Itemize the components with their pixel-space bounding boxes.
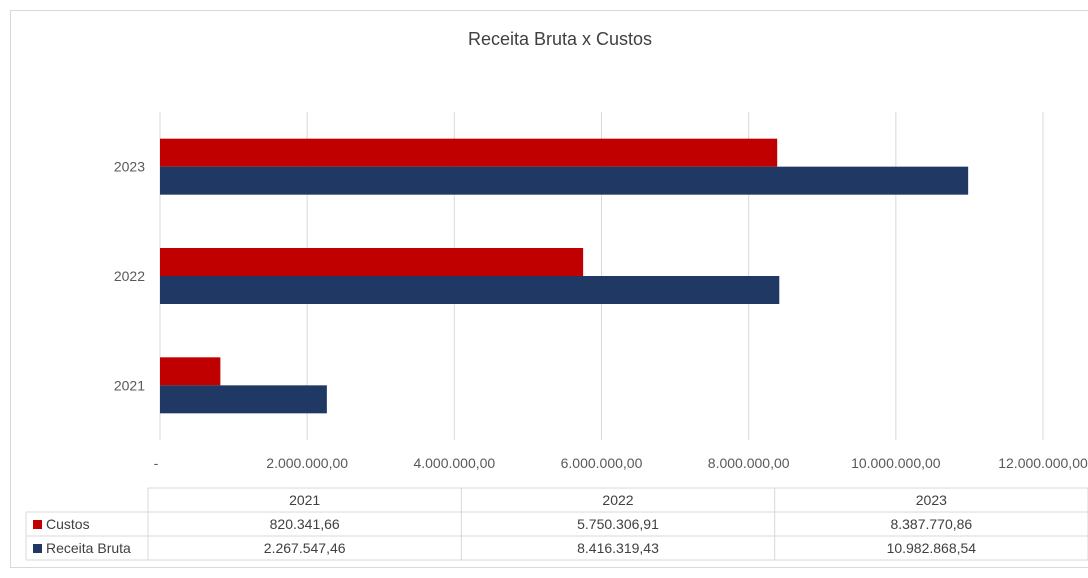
bar-receita-bruta-2022 [160, 276, 780, 304]
table-value-cell: 8.416.319,43 [577, 540, 659, 556]
x-tick-label: 12.000.000,00 [998, 455, 1088, 471]
x-tick-label: 4.000.000,00 [413, 455, 495, 471]
bar-custos-2022 [160, 248, 584, 276]
x-tick-label: 6.000.000,00 [561, 455, 643, 471]
table-value-cell: 2.267.547,46 [264, 540, 346, 556]
legend-key-receita-bruta [33, 544, 42, 553]
x-tick-label: 2.000.000,00 [266, 455, 348, 471]
y-tick-label: 2023 [114, 159, 145, 175]
table-value-cell: 8.387.770,86 [890, 516, 972, 532]
bar-receita-bruta-2021 [160, 385, 327, 414]
table-value-cell: 820.341,66 [270, 516, 340, 532]
axes: - 2.000.000,00 4.000.000,00 6.000.000,00 8.0… [114, 159, 1088, 471]
bars [160, 138, 969, 414]
x-tick-label: 10.000.000,00 [851, 455, 941, 471]
legend-label: Custos [46, 516, 90, 532]
bar-custos-2021 [160, 357, 221, 386]
table-value-cell: 5.750.306,91 [577, 516, 659, 532]
bar-receita-bruta-2023 [160, 166, 969, 195]
table-header-cell: 2022 [602, 492, 633, 508]
table-header-cell: 2021 [289, 492, 320, 508]
data-table: 2021 2022 2023 Custos 820.341,66 5.750.306,91… [25, 487, 1088, 561]
bar-custos-2023 [160, 138, 778, 167]
y-tick-label: 2021 [114, 377, 145, 393]
y-tick-label: 2022 [114, 268, 145, 284]
table-value-cell: 10.982.868,54 [887, 540, 977, 556]
x-tick-label: - [154, 455, 159, 471]
x-tick-label: 8.000.000,00 [708, 455, 790, 471]
table-header-cell: 2023 [916, 492, 947, 508]
legend-key-custos [33, 520, 42, 529]
legend-label: Receita Bruta [46, 540, 131, 556]
chart-title: Receita Bruta x Custos [468, 29, 652, 49]
